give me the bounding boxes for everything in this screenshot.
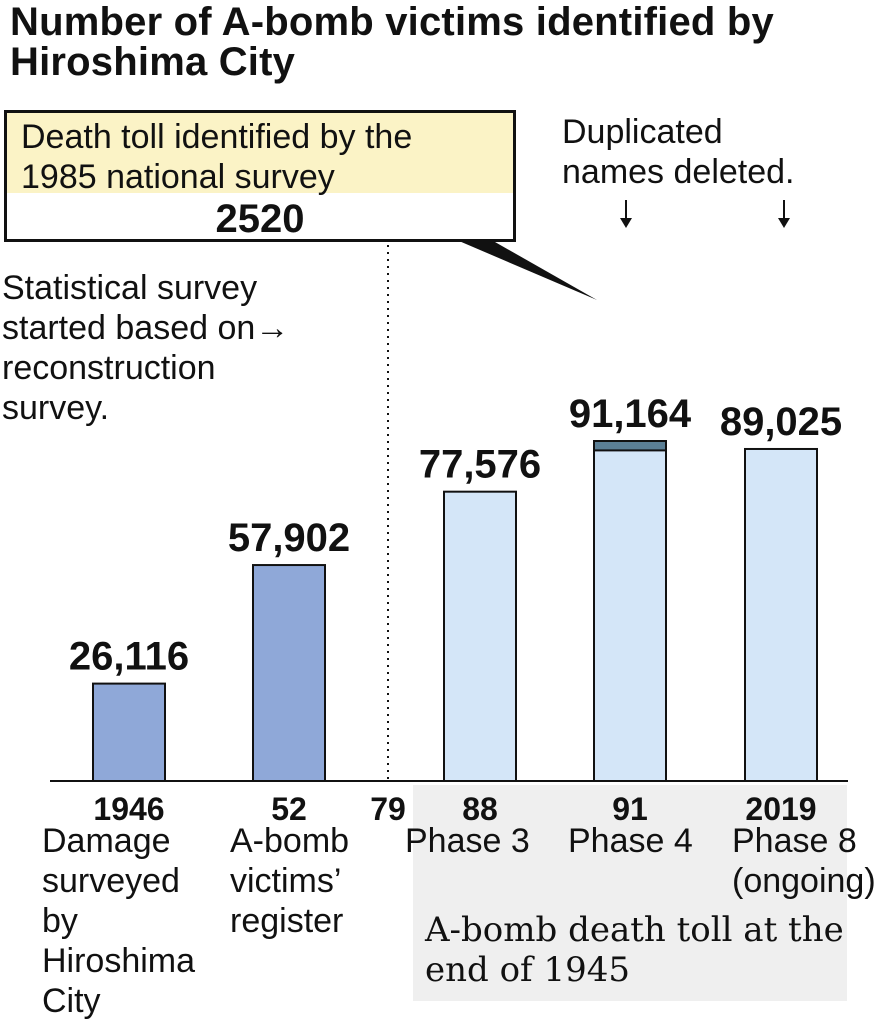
tick-label-2019: 2019 xyxy=(745,791,816,827)
value-label-1946: 26,116 xyxy=(69,635,189,679)
phase-background-panel xyxy=(413,785,847,1001)
bar-2019 xyxy=(744,447,818,782)
statistical-survey-note: Statistical survey started based on→ rec… xyxy=(2,269,290,427)
tick-label-88: 88 xyxy=(462,791,498,827)
bar-91 xyxy=(593,440,667,782)
tick-label-79: 79 xyxy=(370,791,406,827)
bar-52 xyxy=(252,564,326,783)
bar-segment-91 xyxy=(593,440,667,452)
value-label-91: 91,164 xyxy=(569,392,692,436)
tick-label-91: 91 xyxy=(612,791,648,827)
value-label-52: 57,902 xyxy=(228,516,350,560)
chart-title: Number of A-bomb victims identified by H… xyxy=(10,0,774,84)
callout-highlight xyxy=(7,113,513,193)
bar-1946 xyxy=(92,682,166,782)
value-label-88: 77,576 xyxy=(419,443,541,487)
duplicated-names-note: Duplicated names deleted. xyxy=(562,113,795,191)
bar-88 xyxy=(443,490,517,782)
category-description-88: Phase 3 xyxy=(405,822,530,860)
category-description-1946: Damage surveyed by Hiroshima City xyxy=(42,822,195,1020)
tick-label-1946: 1946 xyxy=(93,791,164,827)
category-description-91: Phase 4 xyxy=(568,822,693,860)
survey-callout-box: Death toll identified by the 1985 nation… xyxy=(4,110,516,242)
note-arrow-head-0 xyxy=(620,218,632,228)
death-toll-footnote: A-bomb death toll at the end of 1945 xyxy=(425,910,844,990)
note-arrow-head-1 xyxy=(778,218,790,228)
callout-text: Death toll identified by the 1985 nation… xyxy=(21,118,413,196)
category-description-52: A-bomb victims’ register xyxy=(230,822,349,940)
callout-pointer xyxy=(452,238,597,300)
category-description-2019: Phase 8 (ongoing) xyxy=(732,822,876,900)
value-label-2019: 89,025 xyxy=(720,400,842,444)
tick-label-52: 52 xyxy=(271,791,307,827)
callout-value: 2520 xyxy=(215,197,305,241)
